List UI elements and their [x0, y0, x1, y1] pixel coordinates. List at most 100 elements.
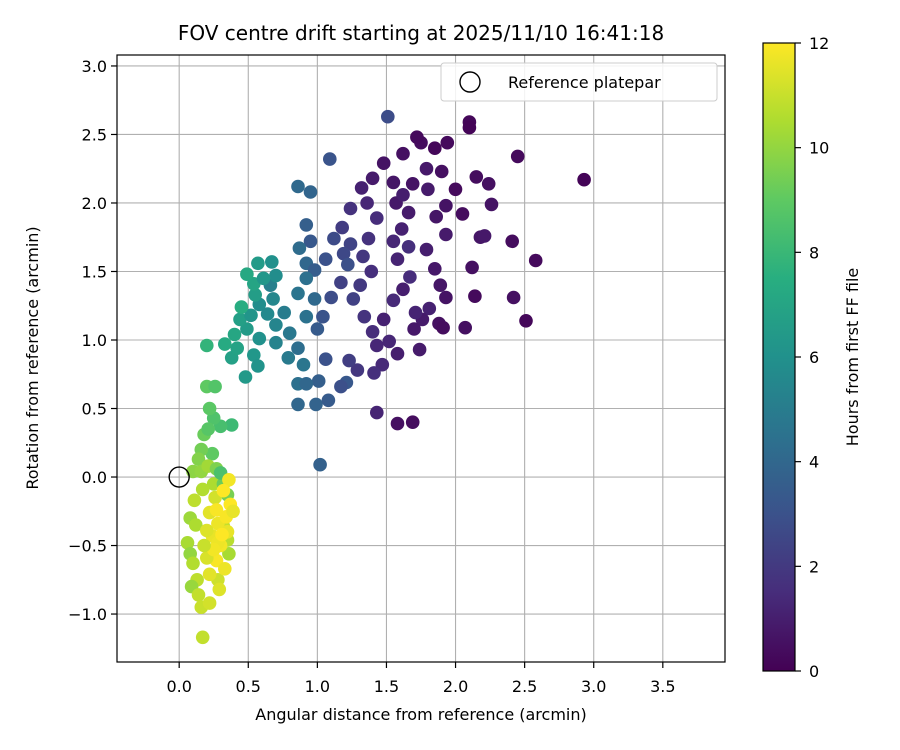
data-point	[303, 185, 318, 199]
data-point	[577, 172, 591, 187]
data-point	[405, 415, 420, 430]
x-tick-label: 3.0	[581, 677, 606, 696]
colorbar-tick-label: 12	[809, 34, 829, 53]
x-tick-label: 2.5	[512, 677, 537, 696]
data-point	[343, 237, 358, 251]
data-point	[299, 271, 314, 286]
data-point	[311, 374, 326, 388]
data-point	[465, 260, 479, 275]
data-point	[218, 562, 232, 576]
y-tick-label: 2.0	[82, 194, 107, 213]
data-point	[191, 452, 206, 467]
data-point	[353, 278, 368, 293]
data-point	[230, 341, 244, 356]
data-point	[200, 338, 214, 353]
x-tick-label: 0.0	[166, 677, 191, 696]
data-point	[291, 179, 305, 194]
data-point	[269, 335, 283, 350]
data-point	[390, 346, 405, 361]
data-point	[336, 246, 351, 261]
data-point	[341, 257, 355, 272]
data-point	[197, 538, 211, 553]
data-point	[201, 422, 215, 436]
data-point	[412, 342, 427, 357]
data-point	[439, 198, 453, 213]
data-point	[180, 536, 195, 550]
data-point	[365, 171, 380, 186]
data-point	[375, 357, 390, 372]
data-point	[282, 326, 297, 341]
data-point	[206, 477, 221, 491]
data-point	[265, 255, 279, 269]
data-point	[189, 518, 203, 532]
data-point	[296, 357, 311, 372]
data-point	[202, 567, 217, 582]
data-point	[222, 547, 236, 561]
data-point	[291, 286, 305, 301]
colorbar-gradient	[762, 42, 796, 672]
x-tick-label: 1.5	[374, 677, 399, 696]
x-tick-label: 2.0	[443, 677, 468, 696]
data-point	[394, 222, 409, 236]
data-point	[186, 556, 200, 571]
data-point	[187, 493, 202, 508]
data-point	[191, 588, 206, 602]
data-point	[202, 401, 217, 416]
data-point	[248, 288, 262, 302]
data-point	[238, 370, 253, 384]
data-point	[386, 175, 401, 190]
data-point	[434, 164, 449, 179]
data-point	[410, 130, 424, 144]
data-point	[343, 201, 358, 216]
data-point	[396, 188, 410, 202]
y-tick-label: 1.0	[82, 331, 107, 350]
data-point	[299, 309, 314, 324]
data-point	[376, 312, 391, 327]
data-point	[428, 141, 442, 155]
data-point	[277, 305, 292, 320]
chart-title: FOV centre drift starting at 2025/11/10 …	[178, 21, 664, 45]
data-point	[291, 341, 305, 356]
data-point	[440, 135, 455, 150]
data-point	[407, 322, 421, 336]
data-point	[390, 252, 405, 266]
data-point	[323, 152, 337, 166]
data-point	[335, 220, 350, 235]
colorbar-tick-label: 2	[809, 557, 819, 576]
data-point	[357, 309, 372, 324]
colorbar-ticks: 0 2 4 6 8 10 12	[795, 34, 829, 681]
data-point	[419, 242, 434, 257]
data-point	[307, 292, 322, 306]
plot-frame	[116, 54, 726, 663]
data-point	[251, 256, 265, 271]
data-point	[218, 337, 232, 351]
x-tick-label: 1.0	[305, 677, 330, 696]
data-point	[346, 292, 361, 306]
data-point	[519, 314, 533, 328]
colorbar-tick-label: 8	[809, 243, 819, 262]
data-point	[224, 418, 239, 432]
data-point	[234, 300, 249, 314]
data-point	[292, 241, 307, 255]
data-point	[215, 527, 229, 542]
data-point	[318, 252, 333, 266]
data-point	[256, 271, 271, 286]
reference-marker	[168, 466, 190, 488]
data-point	[299, 218, 314, 232]
data-point	[365, 325, 380, 339]
data-point	[469, 170, 484, 184]
data-point	[200, 523, 214, 538]
data-point	[291, 397, 305, 412]
data-point	[468, 289, 482, 304]
data-point	[299, 377, 314, 391]
data-point	[436, 320, 450, 335]
data-point	[396, 146, 410, 161]
data-point	[477, 229, 492, 243]
data-point	[356, 249, 370, 264]
data-point	[202, 596, 217, 610]
data-point	[506, 290, 521, 305]
colorbar-tick-label: 10	[809, 139, 829, 158]
data-point	[419, 161, 434, 176]
legend: Reference platepar	[440, 62, 718, 102]
data-point	[205, 446, 220, 461]
